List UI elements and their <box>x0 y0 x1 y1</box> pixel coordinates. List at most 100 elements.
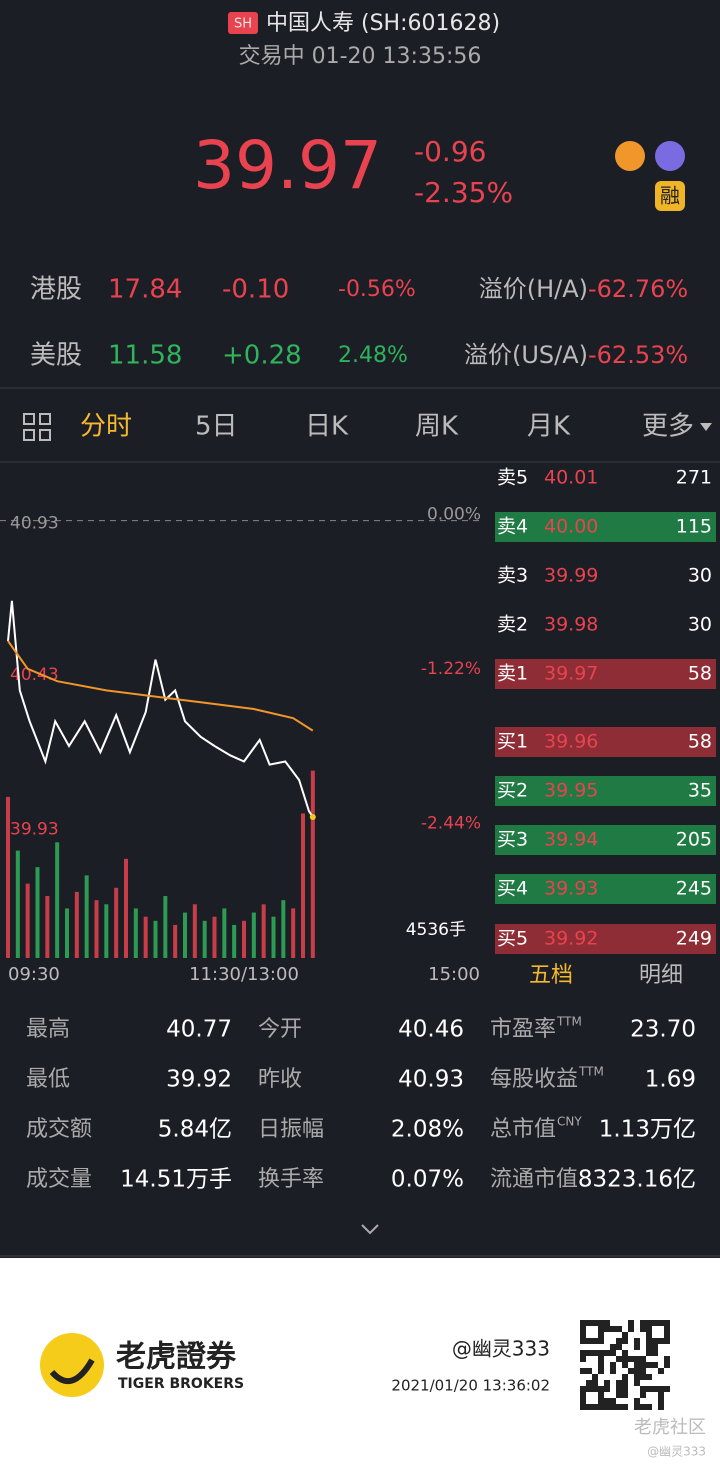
app-bg <box>0 0 720 1258</box>
grid-icon[interactable] <box>23 413 51 441</box>
icon[interactable] <box>655 141 685 171</box>
qr-cell <box>646 1332 652 1338</box>
y-tick-label: 40.93 <box>10 514 59 534</box>
qr-cell <box>610 1350 616 1356</box>
volume-bar <box>232 924 237 958</box>
qr-cell <box>664 1362 670 1368</box>
book-bar <box>495 874 716 904</box>
tab[interactable]: 周K <box>415 412 459 442</box>
qr-cell <box>646 1386 652 1392</box>
qr-cell <box>616 1392 622 1398</box>
stat-label: 成交额 <box>26 1117 92 1142</box>
book-price: 39.99 <box>544 565 598 587</box>
volume-bar <box>301 813 305 958</box>
qr-cell <box>622 1404 628 1410</box>
qr-cell <box>598 1392 604 1398</box>
stat-value: 23.70 <box>630 1017 696 1043</box>
qr-cell <box>580 1386 586 1392</box>
qr-cell <box>652 1362 658 1368</box>
qr-cell <box>592 1404 598 1410</box>
book-bar <box>495 924 716 954</box>
volume-bar <box>74 891 79 958</box>
volume-bar <box>124 858 128 958</box>
qr-cell <box>616 1386 622 1392</box>
volume-bar <box>251 912 256 958</box>
stat-label: 今开 <box>258 1017 302 1042</box>
volume-bar <box>104 904 109 958</box>
book-price: 40.01 <box>544 467 598 489</box>
book-price: 39.98 <box>544 614 598 636</box>
stat-value: 2.08% <box>391 1117 464 1143</box>
qr-cell <box>640 1392 646 1398</box>
share-time: 2021/01/20 13:36:02 <box>391 1377 550 1395</box>
volume-bar <box>222 908 227 958</box>
icon[interactable] <box>615 141 645 171</box>
qr-cell <box>592 1350 598 1356</box>
tab[interactable]: 分时 <box>80 412 132 442</box>
stat-label: 日振幅 <box>258 1117 324 1142</box>
volume-bar <box>291 908 296 958</box>
qr-code <box>580 1320 670 1410</box>
stat-label: 最高 <box>26 1017 70 1042</box>
volume-bar <box>173 924 178 958</box>
y-pct-label: -1.22% <box>421 659 481 679</box>
tab[interactable]: 月K <box>527 412 571 442</box>
tab[interactable]: 日K <box>305 412 349 442</box>
book-qty: 245 <box>676 878 712 900</box>
qr-cell <box>580 1368 586 1374</box>
trade-status: 交易中 01-20 13:35:56 <box>239 44 482 69</box>
volume-bar <box>261 904 266 958</box>
qr-cell <box>652 1338 658 1344</box>
book-bar <box>495 512 716 542</box>
stat-label: 最低 <box>26 1067 70 1092</box>
tab[interactable]: 更多 <box>642 412 694 442</box>
book-tab[interactable]: 明细 <box>639 963 683 988</box>
qr-cell <box>616 1356 622 1362</box>
volume-bar <box>271 916 276 958</box>
qr-cell <box>598 1338 604 1344</box>
volume-bar <box>281 900 286 958</box>
market-label: 港股 <box>30 275 82 305</box>
stat-label: 昨收 <box>258 1067 302 1092</box>
volume-bar <box>133 908 138 958</box>
margin-badge[interactable] <box>655 181 685 211</box>
qr-cell <box>640 1374 646 1380</box>
market-badge-text: SH <box>234 17 252 32</box>
premium: -62.53% <box>588 341 688 369</box>
qr-cell <box>628 1320 634 1326</box>
price-line <box>7 600 314 818</box>
qr-cell <box>598 1350 604 1356</box>
book-qty: 271 <box>676 467 712 489</box>
qr-cell <box>640 1368 646 1374</box>
y-tick-label: 40.43 <box>10 665 59 685</box>
stat-label: 成交量 <box>26 1167 92 1192</box>
book-price: 39.97 <box>544 663 598 685</box>
book-tab[interactable]: 五档 <box>529 963 573 988</box>
book-qty: 30 <box>688 565 712 587</box>
linked-change: -0.10 <box>222 275 289 305</box>
volume-bar <box>183 912 187 958</box>
stat-sup: TTM <box>556 1015 582 1029</box>
stat-value: 8323.16亿 <box>578 1167 696 1193</box>
y-pct-label: 0.00% <box>427 505 481 525</box>
qr-cell <box>664 1320 670 1326</box>
volume-bar <box>202 920 207 958</box>
volume-bar <box>310 770 315 958</box>
qr-cell <box>634 1362 640 1368</box>
qr-cell <box>592 1380 598 1386</box>
brand-en: TIGER BROKERS <box>118 1376 244 1392</box>
qr-cell <box>598 1332 604 1338</box>
book-side: 卖3 <box>497 565 528 587</box>
qr-cell <box>586 1380 592 1386</box>
book-side: 买3 <box>497 829 528 851</box>
stat-label: 市盈率 <box>490 1017 556 1042</box>
x-tick-label: 09:30 <box>8 964 60 985</box>
qr-cell <box>580 1404 586 1410</box>
stat-value: 1.13万亿 <box>599 1117 696 1143</box>
qr-cell <box>604 1404 610 1410</box>
volume-bar <box>55 842 60 958</box>
book-side: 买1 <box>497 731 528 753</box>
stat-value: 1.69 <box>645 1067 696 1093</box>
tab[interactable]: 5日 <box>195 412 238 442</box>
expand-arrow[interactable] <box>361 1224 379 1235</box>
